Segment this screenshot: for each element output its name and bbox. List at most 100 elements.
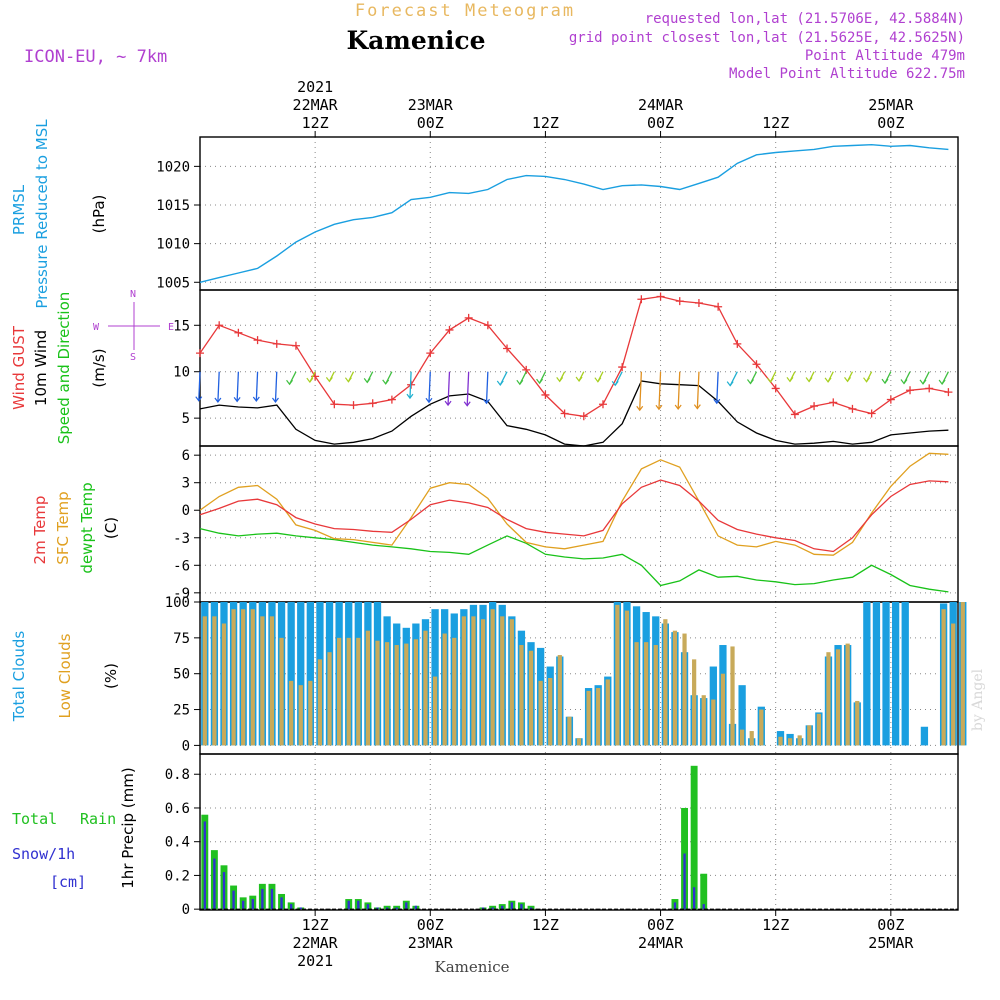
temperature-ytick-label: 3 <box>182 476 190 492</box>
total-cloud-bar <box>920 726 929 746</box>
gust-marker <box>598 400 607 409</box>
wind-arrowhead <box>881 378 889 385</box>
gust-marker <box>790 410 799 419</box>
low-cloud-bar <box>279 637 284 746</box>
prmsl-label: PRMSL <box>10 184 28 235</box>
pressure-unit: (hPa) <box>90 195 108 234</box>
precip-ytick-label: 0 <box>182 902 190 918</box>
snow-bar <box>683 853 686 910</box>
top-time-label: 24MAR <box>638 96 684 114</box>
low-cloud-bar <box>442 633 447 746</box>
low-cloud-bar <box>797 735 802 746</box>
low-cloud-bar <box>855 700 860 746</box>
wind-arrow <box>198 371 201 401</box>
low-cloud-bar <box>394 645 399 746</box>
wind-arrowhead <box>463 401 471 407</box>
wind-arrow <box>255 371 259 402</box>
top-time-label: 00Z <box>647 114 674 132</box>
low-cloud-bar <box>816 713 821 746</box>
low-cloud-bar <box>432 676 438 746</box>
gust-marker <box>771 384 780 393</box>
wind-ytick-label: 15 <box>173 318 190 334</box>
low-cloud-bar <box>692 659 697 746</box>
low-cloud-bar <box>960 602 965 746</box>
clouds-ytick-label: 25 <box>173 703 190 719</box>
snow-bar <box>529 907 533 910</box>
wind-labels: Wind GUST 10m Wind Speed and Direction (… <box>10 289 174 444</box>
low-cloud-bar <box>480 619 486 746</box>
bottom-time-label: 24MAR <box>638 934 684 952</box>
bottom-time-label: 25MAR <box>868 934 914 952</box>
low-cloud-bar <box>337 637 342 746</box>
total-cloud-bar <box>863 602 871 746</box>
total-cloud-bar <box>287 602 295 746</box>
temperature-panel: -9 -6 -3 0 3 6 <box>173 445 959 603</box>
wind-arrowhead <box>713 398 721 405</box>
gust-marker <box>867 409 876 418</box>
low-cloud-bar <box>835 649 841 746</box>
clouds-ytick-label: 50 <box>173 667 190 683</box>
temperature-labels: 2m Temp SFC Temp dewpt Temp (C) <box>31 482 120 573</box>
bottom-time-label: 00Z <box>417 916 444 934</box>
model-altitude: Model Point Altitude 622.75m <box>729 66 965 82</box>
low-cloud-bar <box>375 640 380 746</box>
wind-arrowhead <box>805 377 813 383</box>
gust-marker <box>368 399 377 408</box>
compass-e: E <box>168 322 174 333</box>
low-cloud-bar <box>548 678 553 746</box>
low-cloud-bar <box>298 685 303 746</box>
wind-arrowhead <box>444 400 452 407</box>
gust-marker <box>445 325 454 334</box>
snow-bar <box>491 907 494 910</box>
wind-arrowhead <box>693 404 701 410</box>
low-cloud-bar <box>596 688 601 746</box>
low-cloud-bar <box>749 731 754 746</box>
pressure-ytick-label: 1015 <box>156 198 190 214</box>
low-cloud-bar <box>519 645 524 746</box>
low-cloud-bar <box>941 609 946 746</box>
low-cloud-bar <box>241 609 246 746</box>
low-cloud-bar <box>711 699 716 746</box>
snow-bar <box>213 858 216 910</box>
wind-frame <box>199 289 959 447</box>
snow-bar <box>395 907 398 910</box>
snow-bar <box>510 902 513 910</box>
top-time-label: 00Z <box>877 114 904 132</box>
snow-bar <box>299 907 302 910</box>
low-cloud-bar <box>327 652 332 746</box>
wind-arrowhead <box>496 380 504 386</box>
total-label: Total <box>12 810 57 828</box>
wind-arrowhead <box>786 376 794 383</box>
wind-arrowhead <box>271 397 279 403</box>
gust-marker <box>215 321 224 330</box>
temperature-ytick-label: -3 <box>173 531 190 547</box>
wind-arrowhead <box>938 379 946 386</box>
low-cloud-bar <box>807 725 812 746</box>
gust-marker <box>234 328 243 337</box>
wind-arrowhead <box>919 379 927 385</box>
top-time-label: 2021 <box>297 78 333 96</box>
total-cloud-bar <box>891 602 900 746</box>
wind-arrowhead <box>195 396 203 402</box>
compass-s: S <box>130 352 136 363</box>
low-cloud-bar <box>663 619 668 746</box>
snow-bar <box>290 904 293 910</box>
low-cloud-bar <box>682 633 687 746</box>
low-cloud-bar <box>250 609 255 746</box>
snow-bar <box>702 904 705 910</box>
gust-marker <box>752 360 761 369</box>
wind-arrow <box>485 371 489 404</box>
temperature-ytick-label: 0 <box>182 503 190 519</box>
low-cloud-bar <box>413 639 418 746</box>
low-cloud-bar <box>605 679 610 746</box>
low-cloud-bar <box>826 652 831 746</box>
gust-marker <box>196 349 204 358</box>
requested-coords: requested lon,lat (21.5706E, 42.5884N) <box>645 11 965 27</box>
precip-panel: 0 0.2 0.4 0.6 0.8 <box>165 753 959 918</box>
low-cloud-bar <box>644 642 649 746</box>
low-cloud-bar <box>567 716 572 746</box>
low-cloud-bar <box>260 616 265 746</box>
pressure-panel: 1005 1010 1015 1020 <box>156 136 959 291</box>
